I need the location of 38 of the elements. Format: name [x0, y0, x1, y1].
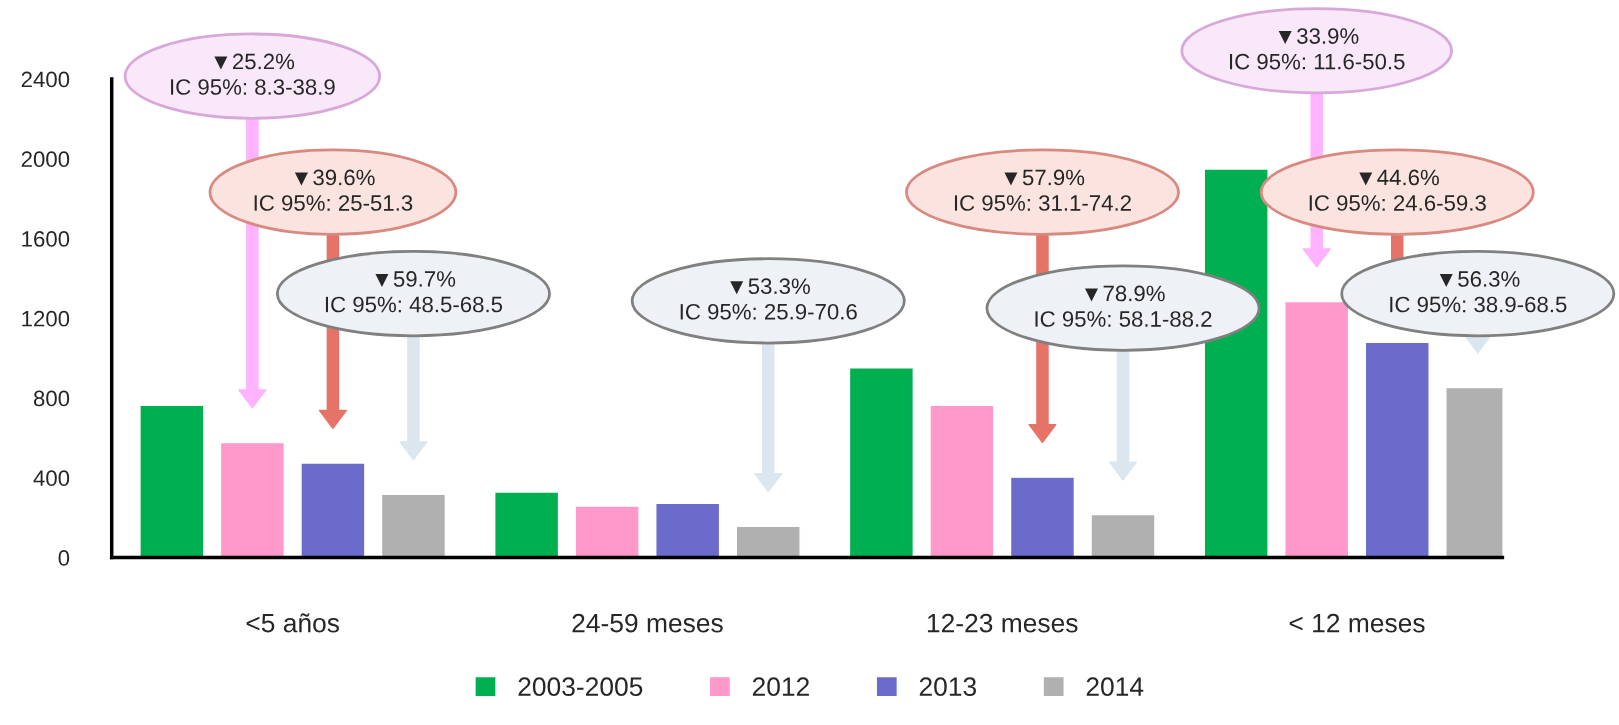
text: ▼33.9% IC 95%: 11.6-50.5 [1230, 28, 1405, 70]
y-tick-label: 1600 [22, 231, 70, 247]
bar [929, 404, 995, 558]
x-tick-label: 12-23 meses [927, 613, 1078, 633]
legend-label: 2003-2005 [518, 677, 643, 697]
bar [380, 493, 447, 558]
bar [493, 491, 560, 558]
bar [848, 367, 915, 558]
annotation: ▼53.3% IC 95%: 25.9-70.6 [680, 278, 857, 320]
y-tick-label: 400 [33, 470, 70, 487]
bar [300, 462, 366, 558]
y-tick-label: 0 [58, 550, 70, 566]
bar [1090, 513, 1156, 558]
y-tick-label: 1200 [22, 310, 70, 327]
bar [139, 404, 205, 558]
annotation: ▼39.6% IC 95%: 25-51.3 [254, 169, 413, 211]
y-tick-label: 2000 [21, 151, 70, 168]
legend-label: 2013 [919, 677, 976, 697]
bar [655, 502, 721, 558]
annotation: ▼25.2% IC 95%: 8.3-38.9 [171, 53, 335, 95]
x-tick-label: 24-59 meses [572, 613, 723, 633]
annotation: ▼78.9% IC 95%: 58.1-88.2 [1035, 285, 1212, 327]
y-tick-label: 800 [33, 390, 70, 407]
x-tick-label: <5 años [246, 613, 340, 633]
bar [1364, 341, 1430, 558]
bar [574, 505, 640, 558]
bar [219, 441, 286, 558]
annotation: ▼56.3% IC 95%: 38.9-68.5 [1390, 271, 1567, 313]
bar [1284, 300, 1350, 558]
annotation: ▼59.7% IC 95%: 48.5-68.5 [325, 271, 503, 313]
bar [1009, 476, 1076, 558]
legend-label: 2012 [752, 677, 809, 697]
legend-label: 2014 [1086, 677, 1144, 697]
y-tick-label: 2400 [21, 71, 70, 88]
bar [735, 525, 801, 558]
annotation: ▼44.6% IC 95%: 24.6-59.3 [1309, 169, 1486, 211]
x-tick-label: < 12 meses [1289, 613, 1425, 633]
annotation: ▼57.9% IC 95%: 31.1-74.2 [954, 169, 1131, 211]
